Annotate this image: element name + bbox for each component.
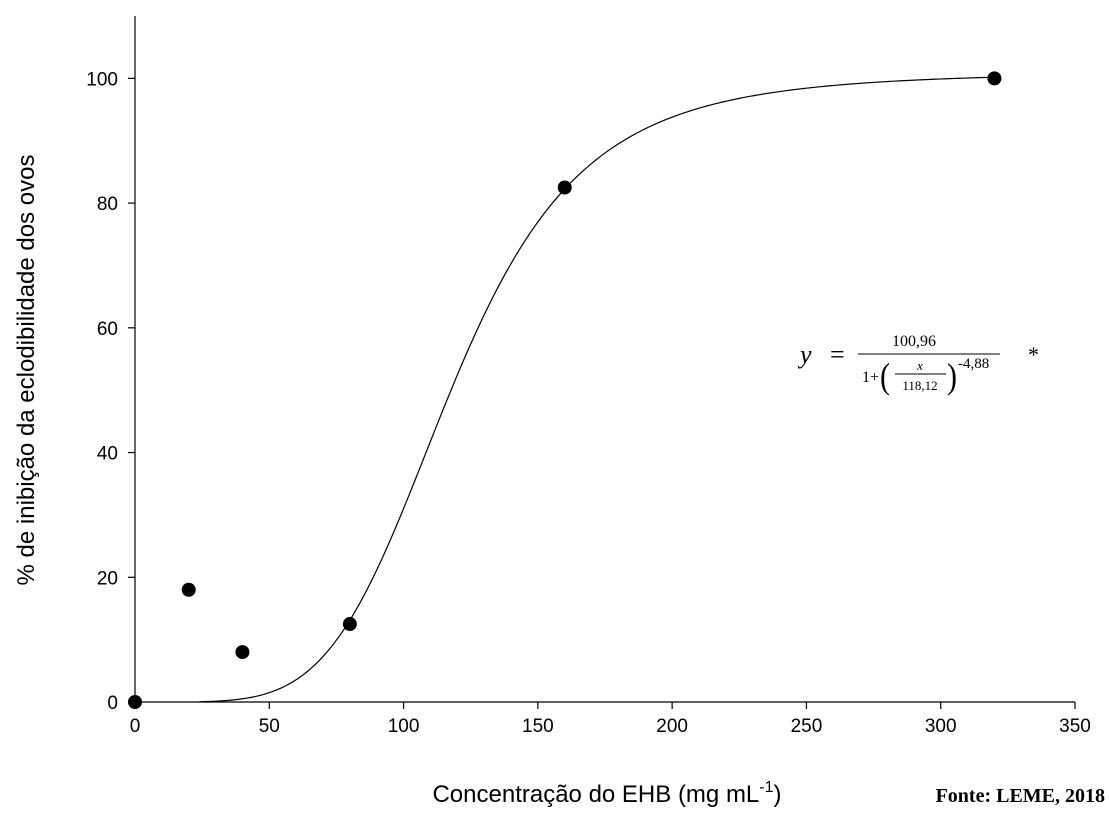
x-tick-label: 0	[130, 716, 141, 737]
y-tick-label: 20	[97, 568, 118, 589]
x-tick-label: 300	[925, 716, 957, 737]
axes	[134, 16, 1075, 703]
x-tick-label: 350	[1059, 716, 1091, 737]
equation-inner-numerator: x	[916, 358, 923, 373]
y-tick-label: 60	[97, 319, 118, 340]
equation-annotation: y = 100,96 1+ ( x 118,12 ) -4,88 *	[797, 333, 1039, 397]
equation-right-paren: )	[947, 356, 957, 396]
x-tick-label: 150	[522, 716, 554, 737]
data-point	[987, 71, 1002, 86]
x-tick-label: 200	[656, 716, 688, 737]
x-axis-title: Concentração do EHB (mg mL-1)	[432, 779, 781, 808]
equation-equals: =	[830, 340, 845, 369]
x-axis-ticks: 0 50 100 150 200 250 300 350	[130, 702, 1091, 737]
data-points	[128, 71, 1002, 709]
data-point	[342, 617, 357, 632]
equation-inner-denominator: 118,12	[902, 378, 937, 393]
equation-left-paren: (	[880, 356, 890, 396]
data-point	[128, 695, 142, 709]
equation-denominator-prefix: 1+	[862, 369, 879, 386]
equation-lhs: y	[797, 340, 812, 369]
y-tick-label: 0	[107, 693, 118, 714]
data-point	[181, 582, 196, 597]
y-tick-label: 100	[86, 69, 118, 90]
y-axis-title: % de inibição da eclodibilidade dos ovos	[13, 155, 40, 586]
y-tick-label: 40	[97, 444, 118, 465]
equation-mark: *	[1028, 342, 1039, 367]
x-axis-title-main: Concentração do EHB (mg mL	[432, 781, 759, 808]
x-tick-label: 250	[791, 716, 823, 737]
y-axis-ticks: 0 20 40 60 80 100	[86, 69, 135, 714]
x-tick-label: 100	[388, 716, 420, 737]
equation-numerator: 100,96	[892, 333, 936, 350]
data-point	[557, 180, 572, 195]
source-note: Fonte: LEME, 2018	[935, 785, 1105, 807]
data-point	[235, 645, 250, 660]
x-axis-title-superscript: -1	[759, 779, 773, 796]
fit-curve	[199, 76, 995, 703]
y-tick-label: 80	[97, 194, 118, 215]
equation-exponent: -4,88	[958, 356, 989, 372]
x-axis-title-suffix: )	[774, 781, 782, 808]
x-tick-label: 50	[259, 716, 280, 737]
